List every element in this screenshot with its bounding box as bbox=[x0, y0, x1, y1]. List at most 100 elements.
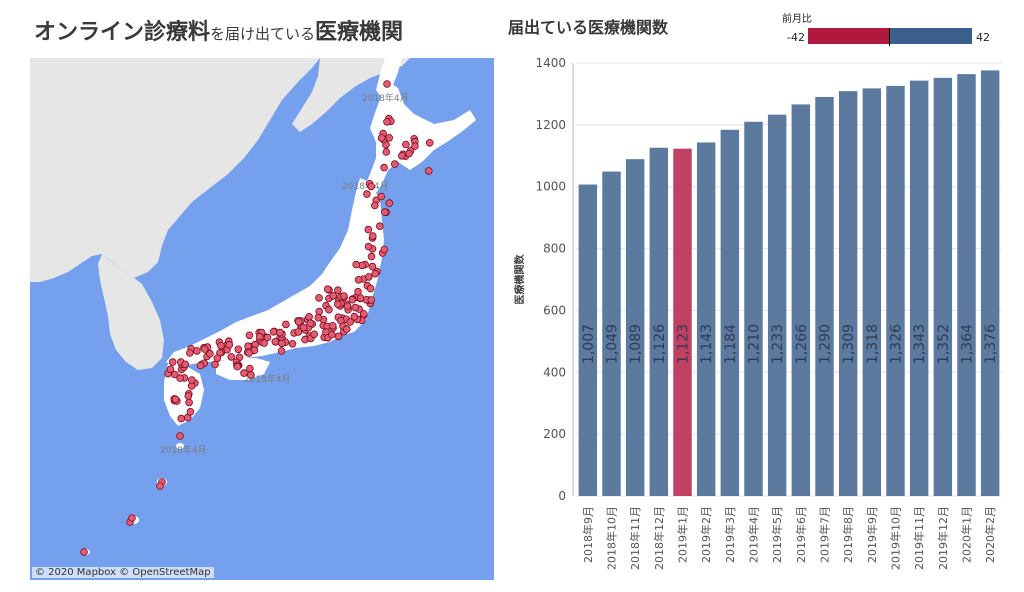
facility-marker[interactable] bbox=[328, 330, 336, 339]
bar[interactable] bbox=[578, 184, 598, 496]
facility-marker[interactable] bbox=[367, 296, 376, 304]
facility-marker[interactable] bbox=[329, 292, 338, 300]
facility-marker[interactable] bbox=[305, 312, 313, 321]
facility-marker[interactable] bbox=[356, 294, 365, 302]
bar[interactable] bbox=[815, 97, 834, 496]
facility-marker[interactable] bbox=[402, 140, 410, 149]
facility-marker[interactable] bbox=[380, 163, 388, 172]
facility-marker[interactable] bbox=[370, 201, 379, 210]
facility-marker[interactable] bbox=[200, 345, 209, 353]
facility-marker[interactable] bbox=[377, 134, 386, 142]
facility-marker[interactable] bbox=[375, 222, 384, 231]
facility-marker[interactable] bbox=[368, 232, 377, 240]
facility-markers[interactable] bbox=[80, 80, 434, 556]
facility-marker[interactable] bbox=[342, 325, 351, 333]
facility-marker[interactable] bbox=[256, 332, 264, 341]
facility-marker[interactable] bbox=[188, 376, 196, 384]
facility-marker[interactable] bbox=[156, 482, 164, 490]
bar[interactable] bbox=[602, 171, 621, 496]
facility-marker[interactable] bbox=[294, 328, 303, 336]
facility-marker[interactable] bbox=[364, 273, 373, 281]
facility-marker[interactable] bbox=[405, 149, 413, 158]
facility-marker[interactable] bbox=[176, 374, 184, 382]
facility-marker[interactable] bbox=[245, 331, 254, 340]
facility-marker[interactable] bbox=[217, 341, 225, 350]
facility-marker[interactable] bbox=[411, 142, 419, 150]
bar[interactable] bbox=[838, 91, 858, 496]
facility-marker[interactable] bbox=[80, 548, 88, 556]
facility-marker[interactable] bbox=[333, 300, 342, 309]
facility-marker[interactable] bbox=[383, 117, 391, 126]
facility-marker[interactable] bbox=[383, 80, 391, 88]
facility-marker[interactable] bbox=[315, 307, 324, 316]
facility-marker[interactable] bbox=[325, 305, 333, 314]
facility-marker[interactable] bbox=[367, 182, 376, 191]
facility-marker[interactable] bbox=[234, 345, 243, 354]
facility-marker[interactable] bbox=[385, 199, 394, 207]
bar[interactable] bbox=[720, 129, 740, 496]
map-attribution[interactable]: © 2020 Mapbox © OpenStreetMap bbox=[32, 567, 214, 578]
facility-marker[interactable] bbox=[364, 242, 373, 251]
facility-marker[interactable] bbox=[245, 349, 253, 357]
facility-marker[interactable] bbox=[206, 349, 214, 358]
facility-marker[interactable] bbox=[176, 432, 184, 440]
facility-marker[interactable] bbox=[310, 330, 319, 339]
bar[interactable] bbox=[862, 88, 882, 497]
facility-marker[interactable] bbox=[227, 353, 236, 361]
facility-marker[interactable] bbox=[240, 369, 248, 377]
facility-marker[interactable] bbox=[294, 318, 303, 326]
facility-marker[interactable] bbox=[213, 354, 222, 363]
facility-marker[interactable] bbox=[390, 160, 399, 168]
bar[interactable] bbox=[744, 121, 763, 496]
facility-marker[interactable] bbox=[334, 286, 342, 295]
facility-marker[interactable] bbox=[340, 292, 348, 300]
facility-marker[interactable] bbox=[315, 294, 323, 302]
facility-marker[interactable] bbox=[359, 310, 368, 318]
facility-marker[interactable] bbox=[352, 260, 361, 269]
facility-marker[interactable] bbox=[128, 514, 136, 522]
facility-marker[interactable] bbox=[166, 365, 175, 374]
facility-marker[interactable] bbox=[346, 318, 355, 326]
bar[interactable] bbox=[980, 70, 1000, 497]
facility-marker[interactable] bbox=[397, 152, 406, 160]
bar[interactable] bbox=[791, 104, 811, 497]
facility-marker[interactable] bbox=[351, 303, 360, 312]
facility-marker[interactable] bbox=[233, 362, 242, 371]
facility-marker[interactable] bbox=[211, 360, 219, 369]
facility-marker[interactable] bbox=[334, 332, 343, 341]
facility-marker[interactable] bbox=[225, 340, 234, 349]
facility-marker[interactable] bbox=[185, 398, 193, 407]
facility-marker[interactable] bbox=[350, 312, 359, 321]
facility-marker[interactable] bbox=[186, 349, 194, 357]
facility-marker[interactable] bbox=[380, 245, 389, 254]
bar[interactable] bbox=[625, 159, 645, 496]
facility-marker[interactable] bbox=[328, 321, 337, 330]
facility-marker[interactable] bbox=[278, 339, 286, 348]
legend-color-bar[interactable] bbox=[808, 28, 972, 44]
facility-marker[interactable] bbox=[377, 192, 386, 201]
facility-marker[interactable] bbox=[271, 337, 280, 346]
facility-marker[interactable] bbox=[306, 319, 315, 328]
facility-marker[interactable] bbox=[343, 302, 352, 310]
facility-marker[interactable] bbox=[382, 148, 391, 156]
facility-marker[interactable] bbox=[171, 395, 180, 404]
facility-marker[interactable] bbox=[354, 276, 363, 284]
bar[interactable] bbox=[673, 148, 692, 496]
facility-marker[interactable] bbox=[246, 364, 254, 373]
facility-marker[interactable] bbox=[367, 252, 376, 261]
bar[interactable] bbox=[696, 142, 716, 496]
facility-marker[interactable] bbox=[424, 167, 433, 175]
facility-marker[interactable] bbox=[247, 371, 255, 379]
facility-marker[interactable] bbox=[196, 361, 205, 370]
facility-marker[interactable] bbox=[277, 347, 286, 355]
facility-marker[interactable] bbox=[314, 313, 323, 322]
bar[interactable] bbox=[767, 114, 787, 497]
facility-marker[interactable] bbox=[177, 414, 186, 423]
bar[interactable] bbox=[886, 85, 905, 496]
facility-marker[interactable] bbox=[276, 328, 284, 337]
facility-marker[interactable] bbox=[263, 333, 272, 342]
bar-chart[interactable]: 0 200 400 600 800 1000 1200 1400 医療機関数 1,007 2018年… bbox=[508, 52, 1008, 588]
facility-marker[interactable] bbox=[381, 208, 389, 216]
facility-marker[interactable] bbox=[186, 407, 195, 416]
facility-marker[interactable] bbox=[366, 284, 375, 293]
